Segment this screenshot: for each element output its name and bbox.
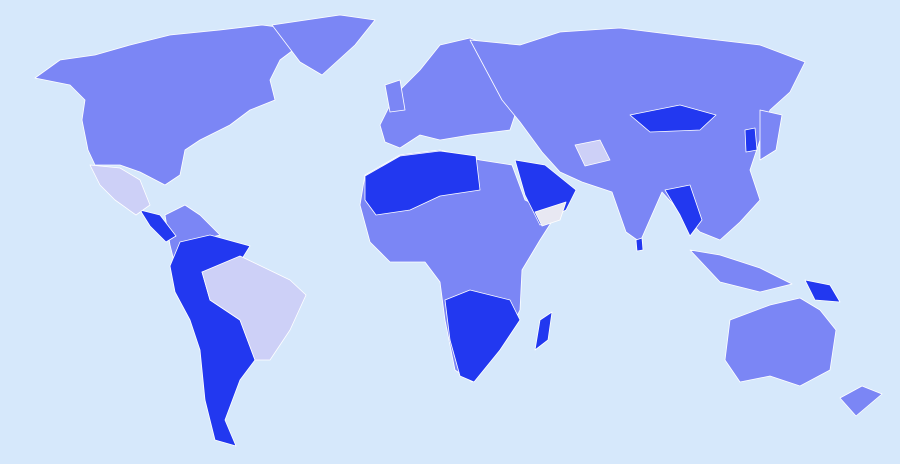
region-japan[interactable]	[759, 109, 783, 161]
region-mongolia[interactable]	[629, 104, 717, 133]
region-yemen[interactable]	[534, 201, 567, 227]
region-southern-africa[interactable]	[444, 289, 521, 383]
region-south-east-asia[interactable]	[664, 184, 703, 237]
region-north-america[interactable]	[34, 24, 301, 186]
region-sri-lanka[interactable]	[635, 237, 644, 252]
region-afghanistan[interactable]	[574, 139, 611, 167]
region-uk[interactable]	[384, 79, 406, 113]
region-australia[interactable]	[724, 297, 837, 387]
region-asia[interactable]	[469, 27, 806, 243]
region-indonesia[interactable]	[689, 249, 793, 293]
region-brazil[interactable]	[201, 255, 307, 361]
region-papua-new-guinea[interactable]	[804, 279, 841, 303]
region-madagascar[interactable]	[534, 311, 553, 351]
region-new-zealand[interactable]	[839, 385, 883, 417]
region-north-west-africa[interactable]	[364, 150, 481, 216]
region-greenland[interactable]	[271, 14, 376, 76]
region-central-america[interactable]	[139, 209, 177, 243]
region-mexico[interactable]	[89, 164, 151, 216]
region-korea[interactable]	[744, 127, 758, 153]
